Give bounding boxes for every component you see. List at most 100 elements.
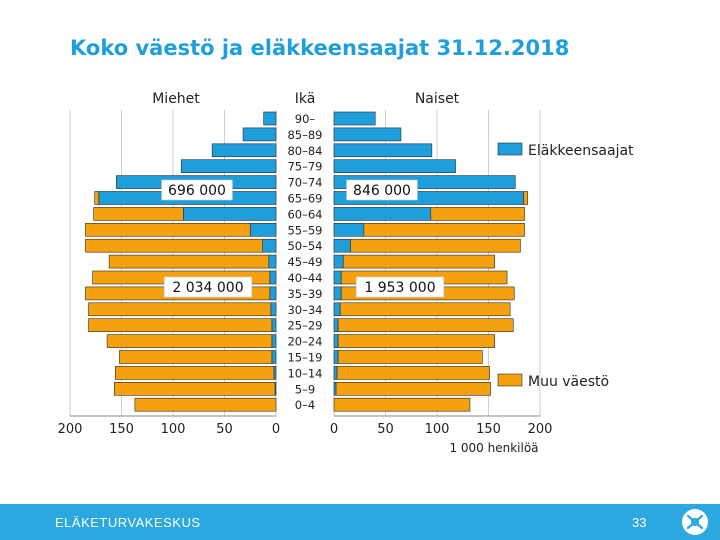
bar-men-pensioners bbox=[271, 318, 277, 333]
age-label: 45–49 bbox=[287, 255, 322, 269]
bar-men-pensioners bbox=[263, 111, 277, 126]
header-age: Ikä bbox=[295, 91, 316, 107]
bar-women-pensioners bbox=[333, 270, 342, 285]
bar-men-pensioners bbox=[269, 286, 277, 301]
age-label: 35–39 bbox=[287, 287, 322, 301]
bar-men-other bbox=[93, 207, 184, 221]
bar-men-other bbox=[134, 397, 277, 412]
bar-women-other bbox=[336, 366, 490, 380]
bar-women-pensioners bbox=[333, 111, 376, 126]
bar-men-other bbox=[106, 334, 273, 348]
annotation-box bbox=[161, 179, 233, 201]
age-label: 75–79 bbox=[287, 160, 322, 174]
bar-women-pensioners bbox=[333, 381, 337, 396]
legend-swatch-pensioners bbox=[497, 142, 523, 156]
bar-men-pensioners bbox=[180, 159, 277, 173]
bar-men-pensioners bbox=[269, 270, 277, 285]
bar-women-other bbox=[342, 254, 495, 269]
bar-men-pensioners bbox=[271, 334, 277, 348]
bar-men-other bbox=[85, 223, 251, 237]
page-number: 33 bbox=[632, 515, 647, 530]
age-label: 10–14 bbox=[287, 366, 322, 380]
age-label: 55–59 bbox=[287, 223, 322, 237]
bar-women-pensioners bbox=[333, 223, 365, 237]
company-logo-icon bbox=[682, 509, 708, 535]
bar-men-pensioners bbox=[262, 238, 277, 253]
bar-women-pensioners bbox=[333, 127, 402, 142]
bar-women-other bbox=[333, 397, 471, 412]
legend-label-other: Muu väestö bbox=[528, 374, 609, 390]
bar-men-other bbox=[94, 191, 100, 205]
bar-women-pensioners bbox=[333, 366, 338, 380]
bar-women-other bbox=[335, 381, 491, 396]
age-label: 70–74 bbox=[287, 176, 322, 190]
age-label: 80–84 bbox=[287, 144, 322, 158]
footer-brand: ELÄKETURVAKESKUS bbox=[55, 515, 201, 530]
bar-women-other bbox=[350, 238, 521, 253]
annotation-box bbox=[355, 276, 445, 298]
age-label: 90– bbox=[295, 112, 316, 126]
bar-men-pensioners bbox=[273, 366, 277, 380]
bar-women-pensioners bbox=[333, 238, 351, 253]
bar-men-other bbox=[88, 302, 272, 317]
tick-label-men: 200 bbox=[58, 422, 83, 437]
bar-women-pensioners bbox=[333, 143, 433, 158]
age-label: 65–69 bbox=[287, 192, 322, 206]
annotation-value: 696 000 bbox=[168, 183, 226, 199]
age-label: 30–34 bbox=[287, 303, 322, 317]
bar-women-other bbox=[339, 302, 511, 317]
header-men: Miehet bbox=[152, 91, 200, 107]
age-label: 40–44 bbox=[287, 271, 322, 285]
bar-women-pensioners bbox=[333, 254, 344, 269]
annotation-value: 846 000 bbox=[353, 183, 411, 199]
bar-women-pensioners bbox=[333, 350, 339, 364]
legend-label-pensioners: Eläkkeensaajat bbox=[528, 143, 634, 159]
tick-label-women: 150 bbox=[476, 422, 501, 437]
annotation-box bbox=[163, 276, 253, 298]
bar-men-pensioners bbox=[183, 207, 277, 221]
bar-women-pensioners bbox=[333, 302, 341, 317]
bar-women-pensioners bbox=[333, 334, 339, 348]
legend-swatch-other bbox=[497, 373, 523, 387]
annotation-value: 1 953 000 bbox=[364, 280, 435, 296]
age-label: 20–24 bbox=[287, 335, 322, 349]
bar-men-other bbox=[119, 350, 273, 364]
age-label: 5–9 bbox=[295, 382, 315, 396]
bar-men-pensioners bbox=[242, 127, 277, 142]
tick-label-men: 150 bbox=[109, 422, 134, 437]
age-label: 15–19 bbox=[287, 351, 322, 365]
age-label: 85–89 bbox=[287, 128, 322, 142]
bar-men-other bbox=[113, 381, 276, 396]
bar-women-other bbox=[430, 207, 525, 221]
tick-label-women: 100 bbox=[425, 422, 450, 437]
bar-women-pensioners bbox=[333, 159, 456, 173]
annotation-box bbox=[346, 179, 418, 201]
bar-women-other bbox=[337, 318, 514, 333]
bar-men-other bbox=[115, 366, 275, 380]
bar-men-pensioners bbox=[271, 350, 277, 364]
annotation-value: 2 034 000 bbox=[172, 280, 243, 296]
slide-title: Koko väestö ja eläkkeensaajat 31.12.2018 bbox=[70, 36, 570, 60]
bar-men-other bbox=[88, 318, 273, 333]
bar-women-other bbox=[363, 223, 525, 237]
bar-men-other bbox=[108, 254, 270, 269]
tick-label-women: 50 bbox=[377, 422, 394, 437]
bar-men-other bbox=[85, 238, 263, 253]
bar-women-pensioners bbox=[333, 286, 342, 301]
population-pyramid-chart: Miehet Ikä Naiset 90– 85–89 80–84 75–79 70–74 65… bbox=[58, 91, 634, 455]
bar-women-pensioners bbox=[333, 207, 432, 221]
tick-label-men: 0 bbox=[272, 422, 280, 437]
bar-men-pensioners bbox=[268, 254, 277, 269]
tick-label-women: 200 bbox=[528, 422, 553, 437]
bar-women-other bbox=[523, 191, 528, 205]
age-label: 0–4 bbox=[295, 398, 315, 412]
age-label: 50–54 bbox=[287, 239, 322, 253]
footer-bar: ELÄKETURVAKESKUS 33 bbox=[0, 504, 720, 540]
bar-women-other bbox=[337, 350, 483, 364]
bar-men-pensioners bbox=[270, 302, 277, 317]
unit-label: 1 000 henkilöä bbox=[449, 441, 538, 455]
tick-label-men: 50 bbox=[216, 422, 233, 437]
bar-men-pensioners bbox=[211, 143, 277, 158]
age-label: 25–29 bbox=[287, 319, 322, 333]
tick-label-women: 0 bbox=[330, 422, 338, 437]
